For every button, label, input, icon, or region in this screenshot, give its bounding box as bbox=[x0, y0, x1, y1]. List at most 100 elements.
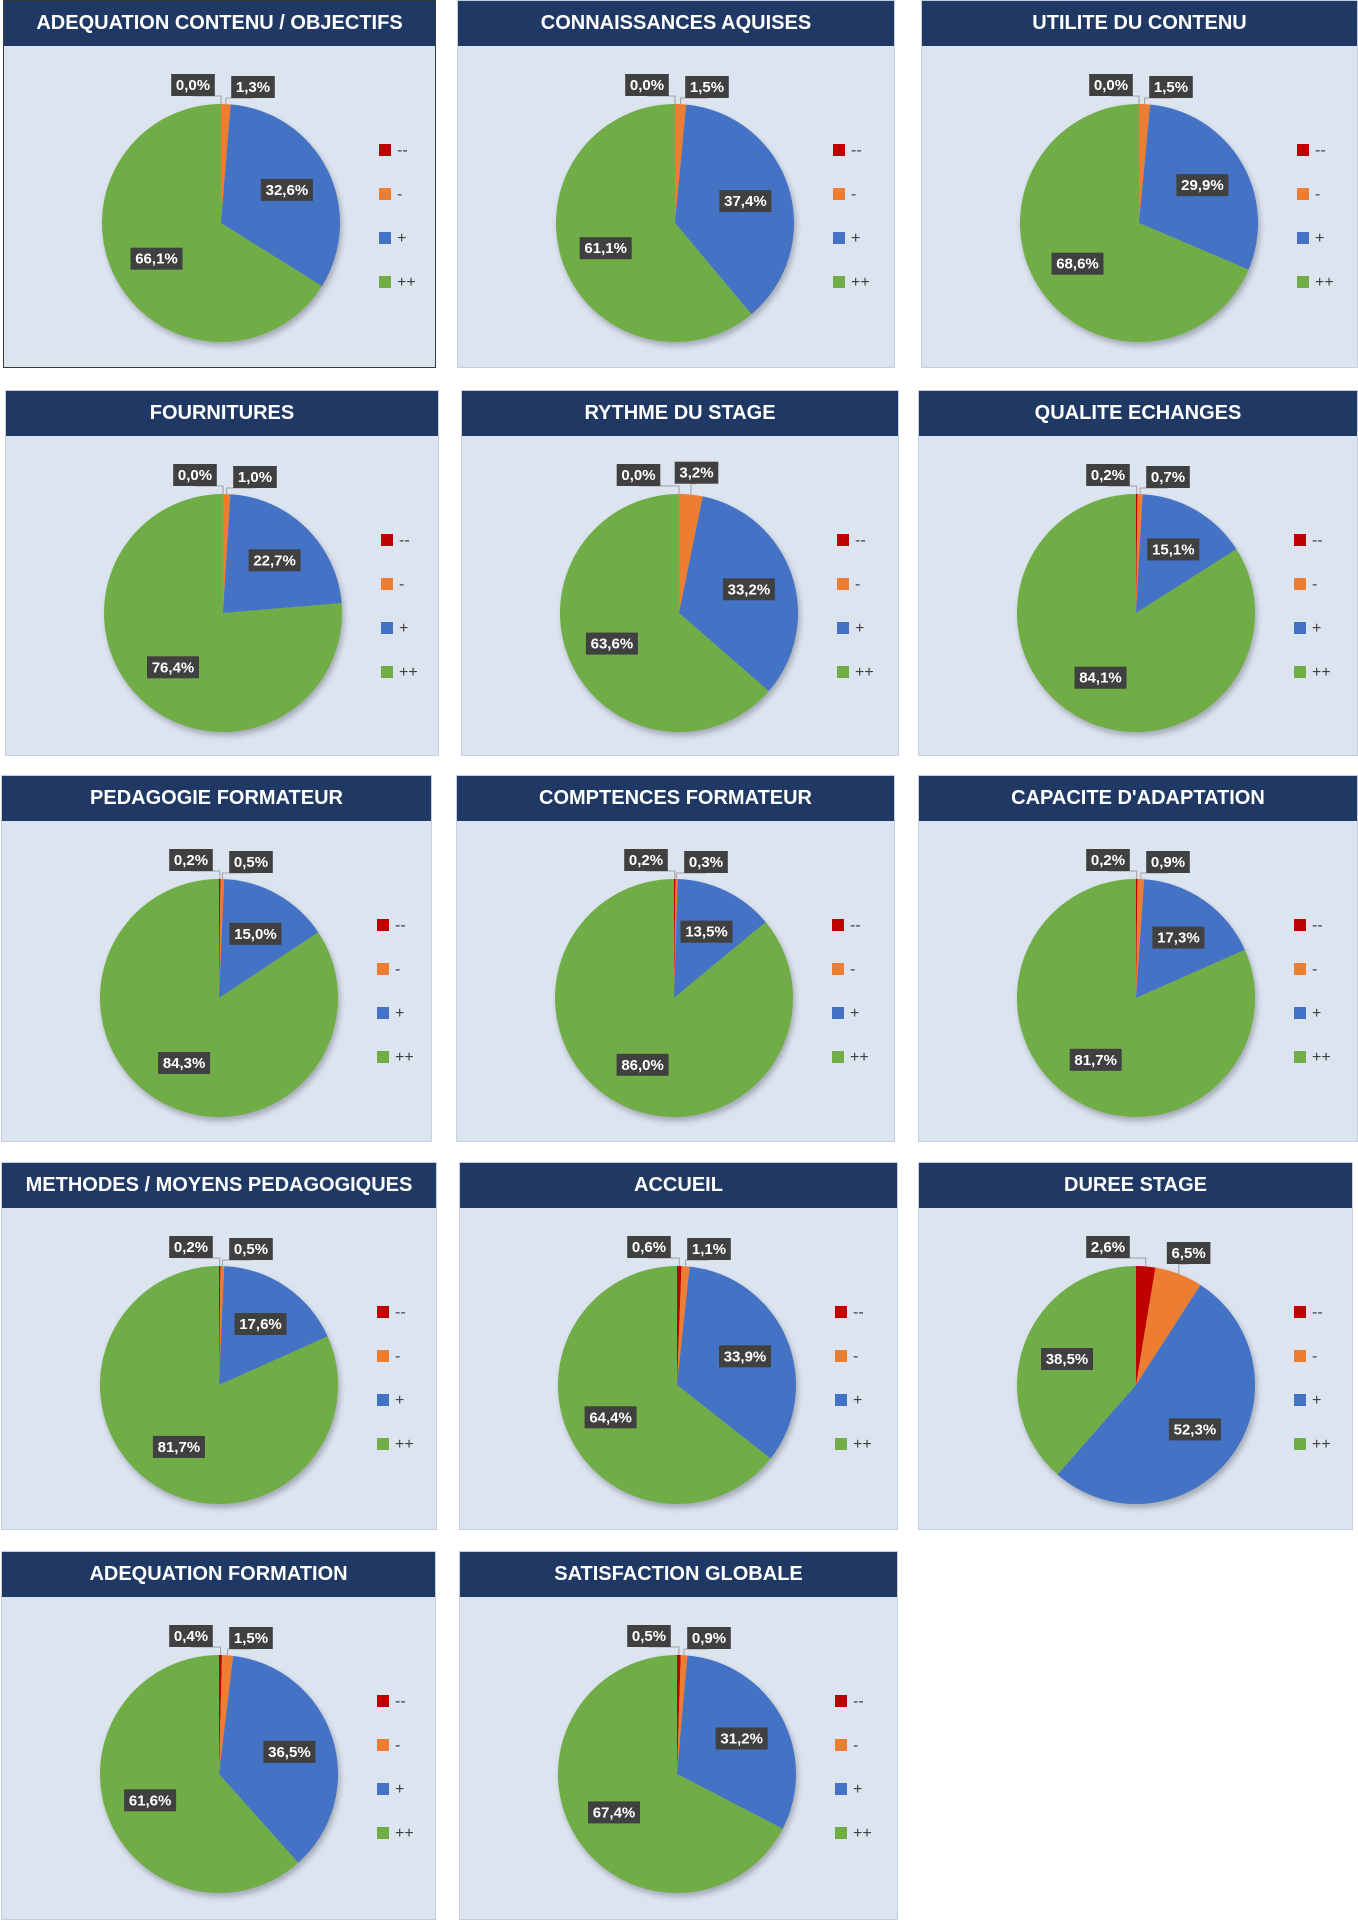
legend-label-very-positive: ++ bbox=[855, 664, 874, 681]
data-label-box bbox=[173, 464, 217, 486]
data-label-box bbox=[722, 578, 775, 601]
data-label-box bbox=[579, 237, 632, 260]
legend-label-positive: + bbox=[850, 1005, 859, 1022]
legend-swatch-positive bbox=[379, 232, 391, 244]
chart-panel: FOURNITURES 0,0% 1,0% 22,7% 76,4% -- - + ++ bbox=[5, 390, 439, 756]
legend-swatch-very-positive bbox=[1294, 666, 1306, 678]
pie-slice-very-positive bbox=[554, 879, 793, 1117]
data-label-box bbox=[625, 74, 669, 96]
data-label: 61,6% bbox=[129, 1792, 172, 1809]
leader-line bbox=[1140, 872, 1168, 880]
data-label-box bbox=[588, 1801, 640, 1824]
data-label: 67,4% bbox=[593, 1804, 636, 1821]
legend-label-negative: - bbox=[1312, 961, 1317, 978]
chart-panel: METHODES / MOYENS PEDAGOGIQUES 0,2% 0,5% 17… bbox=[1, 1162, 437, 1530]
pie-chart: 0,0% 1,3%32,6%66,1%---+++ bbox=[101, 74, 416, 342]
legend-label-very-negative: -- bbox=[855, 532, 866, 549]
pie-slice-very-positive bbox=[558, 1655, 783, 1893]
legend-label-very-negative: -- bbox=[1312, 917, 1323, 934]
pie-slice-negative bbox=[219, 1266, 225, 1385]
data-label: 38,5% bbox=[1046, 1351, 1089, 1368]
legend-label-very-negative: -- bbox=[1312, 532, 1323, 549]
data-label: 15,0% bbox=[234, 926, 277, 943]
legend-swatch-very-positive bbox=[377, 1051, 389, 1063]
legend-label-negative: - bbox=[1315, 186, 1320, 203]
legend-label-very-negative: -- bbox=[1315, 142, 1326, 159]
data-label: 0,2% bbox=[1091, 467, 1125, 484]
data-label-box bbox=[715, 1727, 768, 1750]
leader-line bbox=[647, 95, 676, 104]
data-label-box bbox=[687, 1238, 731, 1260]
data-label-box bbox=[263, 1740, 316, 1763]
leader-line bbox=[1108, 870, 1138, 879]
legend-swatch-very-negative bbox=[832, 919, 844, 931]
data-label: 81,7% bbox=[158, 1439, 201, 1456]
data-label-box bbox=[584, 1406, 637, 1429]
chart-panel: ACCUEIL 0,6% 1,1% 33,9% 64,4% -- - + ++ bbox=[459, 1162, 898, 1530]
legend-label-positive: + bbox=[395, 1005, 404, 1022]
legend-swatch-negative bbox=[837, 578, 849, 590]
legend: ---+++ bbox=[833, 142, 870, 291]
pie-chart: 0,2% 0,9%17,3%81,7%---+++ bbox=[1017, 849, 1331, 1117]
legend-swatch-very-negative bbox=[377, 1306, 389, 1318]
leader-line bbox=[191, 1257, 221, 1266]
leader-line bbox=[649, 1257, 680, 1266]
legend-swatch-very-negative bbox=[377, 919, 389, 931]
pie-slice-very-negative bbox=[1136, 1266, 1156, 1385]
legend-label-very-positive: ++ bbox=[395, 1825, 414, 1842]
legend-swatch-negative bbox=[381, 578, 393, 590]
data-label: 1,5% bbox=[690, 79, 724, 96]
legend-label-very-negative: -- bbox=[397, 142, 408, 159]
legend-swatch-very-negative bbox=[381, 534, 393, 546]
data-label: 33,9% bbox=[724, 1348, 767, 1365]
legend-swatch-positive bbox=[1294, 1394, 1306, 1406]
data-label: 0,4% bbox=[174, 1628, 208, 1645]
data-label-box bbox=[1147, 538, 1200, 561]
legend-label-negative: - bbox=[851, 186, 856, 203]
data-label: 0,2% bbox=[1091, 852, 1125, 869]
pie-slice-negative bbox=[219, 1655, 234, 1774]
pie-slice-very-negative bbox=[677, 1655, 681, 1774]
chart-title: ADEQUATION FORMATION bbox=[2, 1552, 435, 1597]
data-label-box bbox=[248, 549, 301, 572]
data-label: 6,5% bbox=[1171, 1245, 1205, 1262]
chart-panel: QUALITE ECHANGES 0,2% 0,7% 15,1% 84,1% -- - + ++ bbox=[918, 390, 1358, 756]
legend-swatch-negative bbox=[377, 1350, 389, 1362]
chart-panel: CONNAISSANCES AQUISES 0,0% 1,5% 37,4% 61,1% -… bbox=[457, 0, 895, 368]
chart-panel: CAPACITE D'ADAPTATION 0,2% 0,9% 17,3% 81,7% -… bbox=[918, 775, 1358, 1142]
data-label: 1,5% bbox=[234, 1630, 268, 1647]
leader-line bbox=[227, 1648, 251, 1656]
legend-swatch-negative bbox=[832, 963, 844, 975]
pie-slice-negative bbox=[1136, 1267, 1201, 1385]
data-label: 0,5% bbox=[632, 1628, 666, 1645]
legend-swatch-very-negative bbox=[835, 1695, 847, 1707]
leader-line bbox=[676, 872, 706, 879]
legend-label-very-negative: -- bbox=[399, 532, 410, 549]
chart-panel: ADEQUATION FORMATION 0,4% 1,5% 36,5% 61,6% --… bbox=[1, 1551, 436, 1920]
legend-label-positive: + bbox=[397, 230, 406, 247]
legend-swatch-negative bbox=[833, 188, 845, 200]
pie-slice-negative bbox=[219, 879, 225, 998]
pie-chart: 0,2% 0,5%15,0%84,3%---+++ bbox=[100, 849, 414, 1117]
legend-swatch-very-positive bbox=[1294, 1438, 1306, 1450]
legend-label-positive: + bbox=[853, 1392, 862, 1409]
leader-line bbox=[690, 483, 697, 495]
data-label: 0,0% bbox=[178, 467, 212, 484]
legend: ---+++ bbox=[377, 1304, 414, 1453]
data-label: 1,3% bbox=[236, 79, 270, 96]
legend-label-very-positive: ++ bbox=[850, 1049, 869, 1066]
data-label: 33,2% bbox=[728, 581, 771, 598]
legend-swatch-very-negative bbox=[837, 534, 849, 546]
legend-swatch-very-negative bbox=[1297, 144, 1309, 156]
legend-swatch-very-positive bbox=[377, 1827, 389, 1839]
data-label: 0,7% bbox=[1151, 469, 1185, 486]
legend-label-positive: + bbox=[1312, 620, 1321, 637]
legend-label-very-positive: ++ bbox=[851, 274, 870, 291]
legend-swatch-positive bbox=[377, 1007, 389, 1019]
data-label: 37,4% bbox=[724, 193, 767, 210]
chart-title: UTILITE DU CONTENU bbox=[922, 1, 1357, 46]
data-label-box bbox=[685, 76, 729, 98]
legend-swatch-positive bbox=[381, 622, 393, 634]
pie-slice-negative bbox=[1136, 494, 1143, 613]
